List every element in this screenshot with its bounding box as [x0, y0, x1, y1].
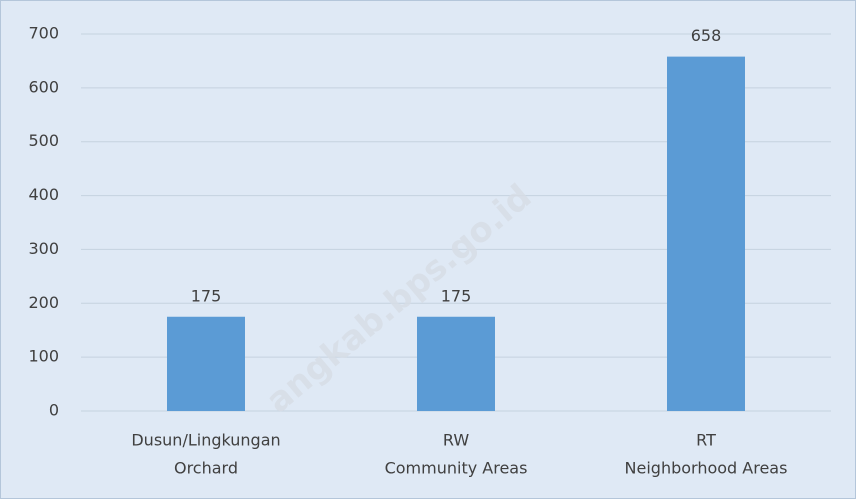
y-tick-label: 500 [28, 131, 59, 150]
x-tick-label: Neighborhood Areas [625, 459, 788, 478]
y-tick-label: 400 [28, 185, 59, 204]
data-label: 175 [191, 286, 222, 305]
x-tick-label: RW [443, 431, 469, 450]
bar [667, 56, 745, 412]
bar [417, 316, 495, 411]
y-tick-label: 700 [28, 24, 59, 43]
x-tick-label: Dusun/Lingkungan [131, 431, 280, 450]
y-tick-label: 300 [28, 239, 59, 258]
y-tick-label: 600 [28, 77, 59, 96]
data-label: 175 [441, 286, 472, 305]
x-tick-label: RT [696, 431, 716, 450]
y-tick-label: 200 [28, 293, 59, 312]
y-tick-label: 100 [28, 347, 59, 366]
x-tick-label: Community Areas [385, 459, 528, 478]
y-tick-label: 0 [49, 401, 59, 420]
data-label: 658 [691, 26, 722, 45]
x-tick-label: Orchard [174, 459, 238, 478]
bar [167, 316, 245, 411]
